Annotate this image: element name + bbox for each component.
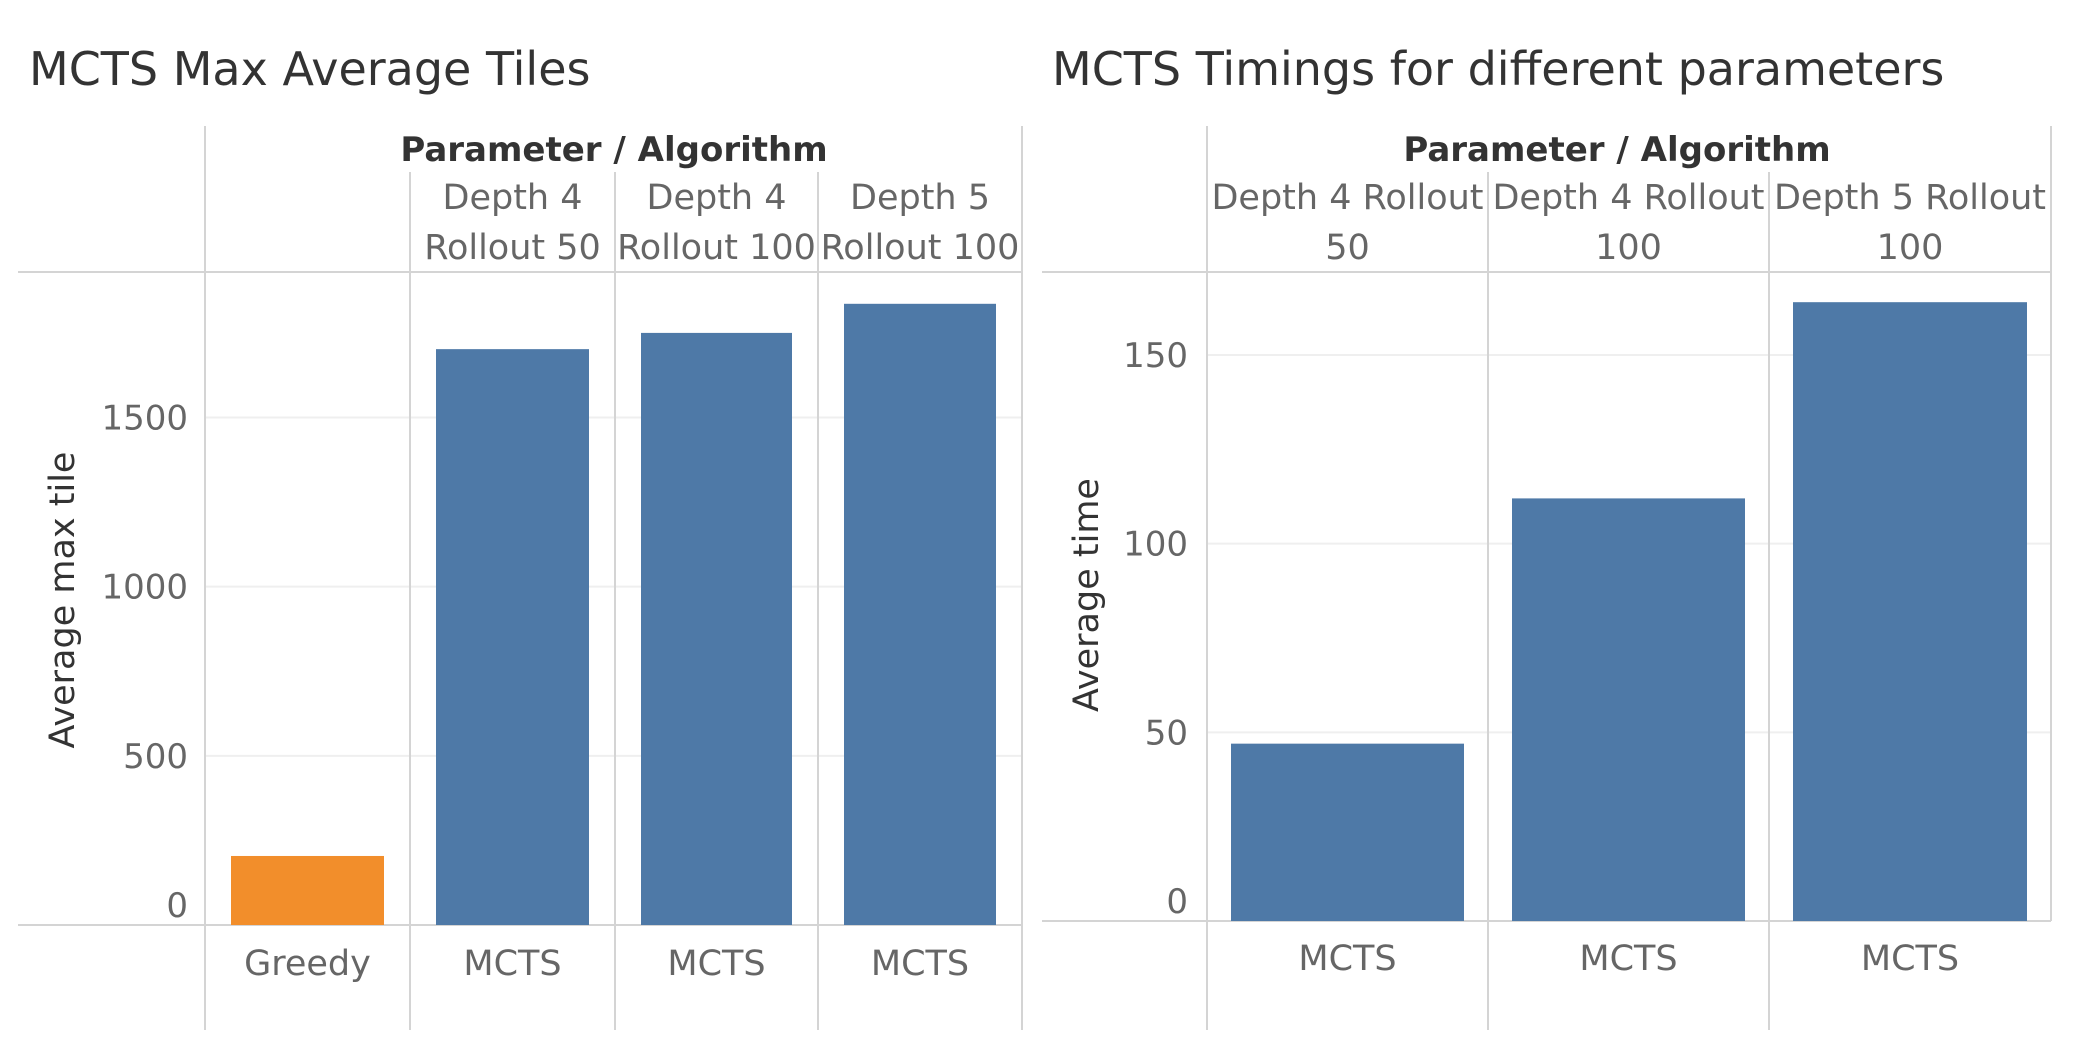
chart-1-y-tick-label: 1000 <box>101 568 188 608</box>
chart-1-header: Parameter / Algorithm <box>400 130 827 170</box>
chart-1-y-axis-label: Average max tile <box>43 452 83 749</box>
chart-1-bar <box>231 855 384 925</box>
chart-2-column-param-label: 50 <box>1325 228 1370 268</box>
chart-1-bar <box>436 349 589 925</box>
chart-2-y-tick-label: 150 <box>1123 336 1188 376</box>
chart-1-y-tick-label: 0 <box>166 886 188 926</box>
chart-1-column-algorithm-label: MCTS <box>667 944 765 984</box>
chart-2-column-param-label: 100 <box>1877 228 1944 268</box>
chart-2-bar <box>1793 302 2027 921</box>
chart-2-column-algorithm-label: MCTS <box>1298 939 1396 979</box>
chart-1-y-tick-label: 500 <box>123 737 188 777</box>
chart-2-column-algorithm-label: MCTS <box>1579 939 1677 979</box>
chart-1-column-param-label: Depth 4 <box>647 178 787 218</box>
chart-1-column-param-label: Depth 4 <box>443 178 583 218</box>
chart-2-y-tick-label: 50 <box>1145 713 1188 753</box>
chart-2-column-algorithm-label: MCTS <box>1861 939 1959 979</box>
chart-2-y-tick-label: 0 <box>1166 882 1188 922</box>
chart-2-y-tick-label: 100 <box>1123 525 1188 565</box>
chart-1-column-param-label: Rollout 50 <box>424 228 601 268</box>
chart-1-column-param-label: Depth 5 <box>850 178 990 218</box>
chart-1-column-algorithm-label: MCTS <box>463 944 561 984</box>
chart-1-bar <box>844 303 996 925</box>
chart-1-title: MCTS Max Average Tiles <box>29 42 590 96</box>
chart-2-title: MCTS Timings for different parameters <box>1052 42 1944 96</box>
chart-1-y-tick-label: 1500 <box>101 398 188 438</box>
chart-2-column-param-label: Depth 4 Rollout <box>1211 178 1483 218</box>
chart-2-y-axis-label: Average time <box>1067 478 1107 712</box>
chart-2-bar <box>1231 743 1464 921</box>
chart-2-bar <box>1512 498 1745 921</box>
chart-1-column-param-label: Rollout 100 <box>617 228 816 268</box>
chart-1-column-algorithm-label: Greedy <box>244 944 371 984</box>
chart-1-column-algorithm-label: MCTS <box>871 944 969 984</box>
chart-2-header: Parameter / Algorithm <box>1403 130 1830 170</box>
chart-1-column-param-label: Rollout 100 <box>821 228 1020 268</box>
chart-2-column-param-label: 100 <box>1595 228 1662 268</box>
chart-1-bar <box>641 332 792 925</box>
chart-2-column-param-label: Depth 4 Rollout <box>1492 178 1764 218</box>
chart-2-column-param-label: Depth 5 Rollout <box>1774 178 2046 218</box>
